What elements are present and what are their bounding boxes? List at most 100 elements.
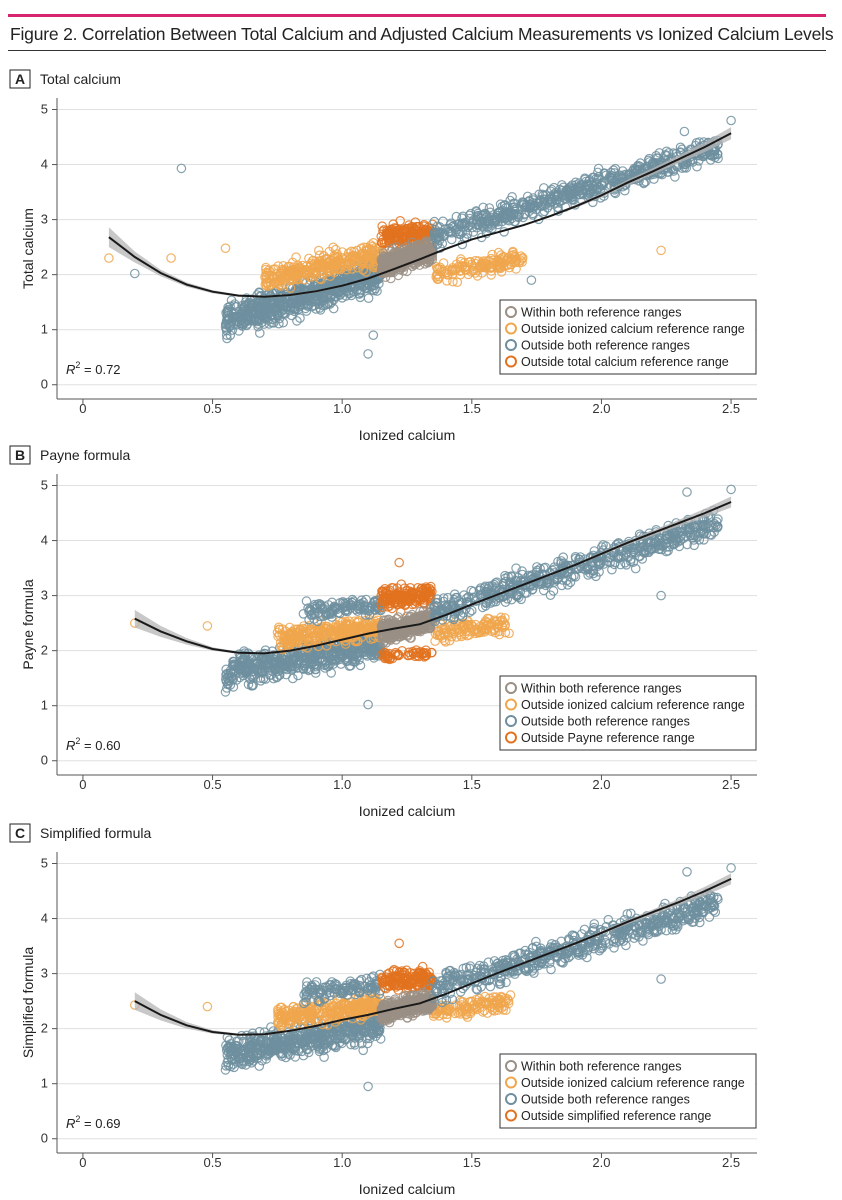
data-point-outside-both <box>501 213 512 223</box>
data-point-outside-both <box>449 594 459 605</box>
data-point-outside-both <box>363 349 373 359</box>
x-tick-label: 0.5 <box>204 777 222 792</box>
panel-title: Payne formula <box>40 447 130 463</box>
r-squared-superscript: 2 <box>75 736 80 746</box>
data-point-outside-both <box>263 315 273 325</box>
data-point-outside-ionized <box>262 278 273 289</box>
panel-title: Total calcium <box>40 71 121 87</box>
data-point-outside-both <box>700 523 711 533</box>
data-point-outside-both <box>628 557 639 567</box>
data-point-outside-ionized <box>470 624 480 635</box>
data-point-outside-both <box>669 539 679 550</box>
data-point-outside-both <box>509 216 520 227</box>
x-tick-label: 0.5 <box>204 1155 222 1170</box>
data-point-outside-both <box>674 541 685 552</box>
data-point-outside-both <box>302 658 312 669</box>
data-point-outside-both <box>577 189 588 200</box>
data-point-outside-ionized <box>436 267 446 277</box>
data-point-outside-ionized <box>496 261 506 272</box>
data-point-outside-measure <box>421 645 431 655</box>
data-point-outside-both <box>464 607 475 617</box>
data-point-outside-ionized <box>363 257 373 268</box>
data-point-outside-both <box>345 644 356 654</box>
data-point-outside-ionized <box>271 274 281 285</box>
data-point-outside-both <box>264 303 275 313</box>
data-point-outside-both <box>432 594 443 604</box>
title-rule <box>8 50 826 51</box>
data-point-outside-measure <box>387 603 397 614</box>
y-tick-label: 1 <box>41 698 48 713</box>
y-tick-label: 2 <box>41 1021 48 1036</box>
x-tick-label: 0 <box>79 777 86 792</box>
data-point-outside-measure <box>384 651 394 662</box>
data-point-outside-both <box>222 307 233 317</box>
scatter-points <box>130 484 736 710</box>
data-point-outside-both <box>534 189 544 200</box>
data-point-outside-both <box>434 222 445 232</box>
data-point-outside-ionized <box>334 255 344 265</box>
data-point-within <box>413 622 423 632</box>
data-point-outside-both <box>623 552 633 563</box>
data-point-outside-both <box>130 268 140 279</box>
data-point-outside-ionized <box>278 638 289 648</box>
data-point-outside-both <box>369 285 379 296</box>
data-point-outside-ionized <box>464 630 474 640</box>
data-point-outside-ionized <box>104 253 114 263</box>
data-point-outside-ionized <box>480 623 490 634</box>
data-point-outside-ionized <box>474 261 485 272</box>
data-point-outside-both <box>243 659 254 669</box>
data-point-outside-both <box>588 568 599 579</box>
data-point-outside-both <box>229 301 239 311</box>
data-point-outside-both <box>223 302 233 313</box>
data-point-outside-both <box>466 585 476 596</box>
data-point-outside-both <box>354 655 364 665</box>
data-point-outside-measure <box>392 588 403 599</box>
data-point-outside-both <box>526 275 537 285</box>
data-point-outside-measure <box>387 224 397 234</box>
data-point-outside-both <box>341 656 351 666</box>
x-tick-label: 1.5 <box>463 1155 481 1170</box>
data-point-outside-both <box>508 198 518 209</box>
legend-marker <box>505 682 517 694</box>
data-point-outside-both <box>236 316 247 326</box>
data-point-outside-ionized <box>430 629 441 639</box>
data-point-outside-both <box>220 687 231 697</box>
data-point-outside-measure <box>394 557 404 568</box>
data-point-outside-ionized <box>656 245 666 256</box>
data-point-outside-ionized <box>486 253 496 264</box>
data-point-outside-measure <box>405 593 416 604</box>
data-point-outside-both <box>247 309 257 319</box>
data-point-outside-both <box>545 197 555 207</box>
data-point-outside-both <box>359 601 369 611</box>
data-point-outside-ionized <box>297 629 308 639</box>
data-point-outside-both <box>562 580 573 590</box>
data-point-outside-both <box>342 605 353 615</box>
panel-tag: C <box>9 823 31 843</box>
data-point-within <box>424 243 435 254</box>
data-point-outside-both <box>222 333 232 344</box>
data-point-outside-both <box>304 606 314 617</box>
data-point-outside-both <box>294 294 305 305</box>
data-point-outside-both <box>295 313 305 323</box>
y-axis-label: Simplified formula <box>20 947 36 1058</box>
data-point-outside-both <box>225 321 235 332</box>
legend-label: Outside ionized calcium reference range <box>521 698 745 712</box>
data-point-outside-both <box>239 650 250 661</box>
data-point-outside-ionized <box>166 253 176 263</box>
r-squared-symbol: R <box>66 362 75 377</box>
x-tick-label: 1.0 <box>333 401 351 416</box>
data-point-outside-ionized <box>480 256 491 266</box>
data-point-outside-both <box>318 649 329 659</box>
panel-tag: B <box>9 445 31 465</box>
data-point-outside-ionized <box>438 258 449 268</box>
data-point-outside-ionized <box>498 251 509 262</box>
data-point-outside-both <box>368 330 379 340</box>
data-point-outside-measure <box>426 592 436 603</box>
data-point-outside-measure <box>426 647 437 658</box>
data-point-outside-ionized <box>271 277 281 288</box>
data-point-within <box>402 631 413 641</box>
data-point-outside-both <box>234 326 244 336</box>
data-point-within <box>380 253 390 264</box>
y-tick-label: 4 <box>41 157 48 172</box>
